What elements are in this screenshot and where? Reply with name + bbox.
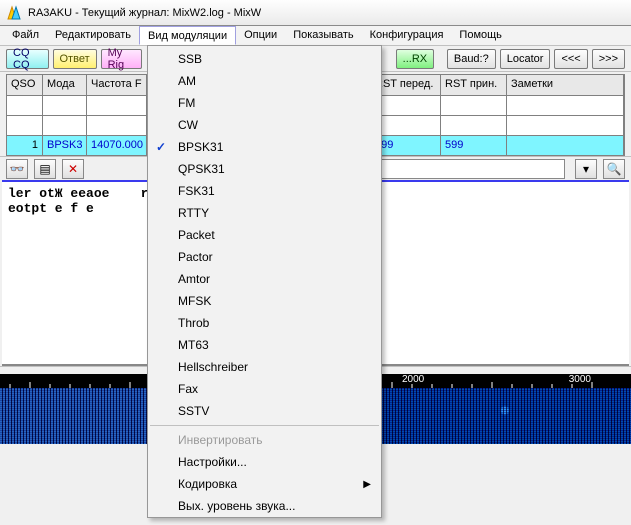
menu-modulation[interactable]: Вид модуляции	[139, 26, 236, 45]
cell-qso	[7, 116, 43, 135]
menu-item-label: MFSK	[178, 294, 211, 308]
cell-notes	[507, 136, 624, 155]
menu-item-label: FSK31	[178, 184, 215, 198]
menu-item-rtty[interactable]: RTTY	[148, 202, 381, 224]
glasses-icon: 👓	[10, 162, 25, 176]
menu-config[interactable]: Конфигурация	[362, 26, 452, 45]
menu-item-bpsk31[interactable]: ✓ BPSK31	[148, 136, 381, 158]
cell-rst-rcvd	[441, 96, 507, 115]
menu-item-packet[interactable]: Packet	[148, 224, 381, 246]
page-button[interactable]: ▤	[34, 159, 56, 179]
col-notes[interactable]: Заметки	[507, 75, 624, 95]
menu-item-label: FM	[178, 96, 195, 110]
menu-item-label: QPSK31	[178, 162, 225, 176]
col-qso[interactable]: QSO	[7, 75, 43, 95]
cell-mode	[43, 116, 87, 135]
menu-item-label: MT63	[178, 338, 209, 352]
col-freq[interactable]: Частота F	[87, 75, 147, 95]
search-icon: 🔍	[607, 162, 622, 176]
cell-rst-rcvd: 599	[441, 136, 507, 155]
submenu-arrow-icon: ▶	[363, 479, 371, 490]
menu-item-label: Вых. уровень звука...	[178, 499, 295, 513]
cell-qso: 1	[7, 136, 43, 155]
menu-item-mt63[interactable]: MT63	[148, 334, 381, 356]
x-icon: ✕	[68, 162, 78, 176]
menu-item-label: SSB	[178, 52, 202, 66]
menu-item-fsk31[interactable]: FSK31	[148, 180, 381, 202]
cell-mode	[43, 96, 87, 115]
menu-item-вых-уровень-звука-[interactable]: Вых. уровень звука...	[148, 495, 381, 517]
cell-mode	[87, 116, 147, 135]
menu-item-label: Amtor	[178, 272, 210, 286]
window-title: RA3AKU - Текущий журнал: MixW2.log - Mix…	[28, 7, 261, 19]
menu-edit[interactable]: Редактировать	[47, 26, 139, 45]
col-mode[interactable]: Мода	[43, 75, 87, 95]
menubar: Файл Редактировать Вид модуляции Опции П…	[0, 26, 631, 46]
menu-help[interactable]: Помощь	[451, 26, 510, 45]
menu-show[interactable]: Показывать	[285, 26, 361, 45]
cell-rst-rcvd	[441, 116, 507, 135]
col-rst-rcvd[interactable]: RST прин.	[441, 75, 507, 95]
cell-freq: 14070.000	[87, 136, 147, 155]
cell-qso	[7, 96, 43, 115]
cell-notes	[507, 96, 624, 115]
menu-item-label: Packet	[178, 228, 215, 242]
menu-item-am[interactable]: AM	[148, 70, 381, 92]
modulation-dropdown: SSB AM FM CW ✓ BPSK31 QPSK31 FSK31 RTTY Packet Pac…	[147, 45, 382, 518]
cqcq-button[interactable]: CQ CQ	[6, 49, 49, 69]
cell-mode: BPSK3	[43, 136, 87, 155]
cell-notes	[507, 116, 624, 135]
menu-item-label: CW	[178, 118, 198, 132]
answer-button[interactable]: Ответ	[53, 49, 97, 69]
glasses-button[interactable]: 👓	[6, 159, 28, 179]
locator-button[interactable]: Locator	[500, 49, 551, 69]
menu-item-label: Настройки...	[178, 455, 247, 469]
menu-options[interactable]: Опции	[236, 26, 285, 45]
rx-button[interactable]: ...RX	[396, 49, 434, 69]
menu-item-label: Fax	[178, 382, 198, 396]
menu-item-кодировка[interactable]: Кодировка ▶	[148, 473, 381, 495]
menu-item-fax[interactable]: Fax	[148, 378, 381, 400]
menu-item-cw[interactable]: CW	[148, 114, 381, 136]
app-icon	[6, 5, 22, 21]
dropdown-button[interactable]: ▾	[575, 159, 597, 179]
menu-item-throb[interactable]: Throb	[148, 312, 381, 334]
menu-item-label: RTTY	[178, 206, 209, 220]
titlebar: RA3AKU - Текущий журнал: MixW2.log - Mix…	[0, 0, 631, 26]
menu-separator	[150, 425, 379, 426]
menu-file[interactable]: Файл	[4, 26, 47, 45]
menu-item-label: Инвертировать	[178, 433, 263, 447]
menu-item-настройки-[interactable]: Настройки...	[148, 451, 381, 473]
menu-item-label: AM	[178, 74, 196, 88]
menu-item-label: Кодировка	[178, 477, 237, 491]
baud-button[interactable]: Baud:?	[447, 49, 496, 69]
menu-item-qpsk31[interactable]: QPSK31	[148, 158, 381, 180]
menu-item-fm[interactable]: FM	[148, 92, 381, 114]
myrig-button[interactable]: My Rig	[101, 49, 142, 69]
delete-button[interactable]: ✕	[62, 159, 84, 179]
menu-item-label: Hellschreiber	[178, 360, 248, 374]
menu-item-pactor[interactable]: Pactor	[148, 246, 381, 268]
menu-item-ssb[interactable]: SSB	[148, 48, 381, 70]
menu-item-amtor[interactable]: Amtor	[148, 268, 381, 290]
menu-item-label: Pactor	[178, 250, 213, 264]
menu-item-label: Throb	[178, 316, 209, 330]
cell-freq	[87, 96, 147, 115]
menu-item-инвертировать: Инвертировать	[148, 429, 381, 451]
menu-item-sstv[interactable]: SSTV	[148, 400, 381, 422]
search-button[interactable]: 🔍	[603, 159, 625, 179]
menu-item-mfsk[interactable]: MFSK	[148, 290, 381, 312]
menu-item-label: SSTV	[178, 404, 209, 418]
menu-item-label: BPSK31	[178, 140, 223, 154]
next-button[interactable]: >>>	[592, 49, 625, 69]
check-icon: ✓	[156, 140, 166, 154]
prev-button[interactable]: <<<	[554, 49, 587, 69]
menu-item-hellschreiber[interactable]: Hellschreiber	[148, 356, 381, 378]
chevron-down-icon: ▾	[583, 162, 589, 176]
page-icon: ▤	[39, 162, 50, 176]
